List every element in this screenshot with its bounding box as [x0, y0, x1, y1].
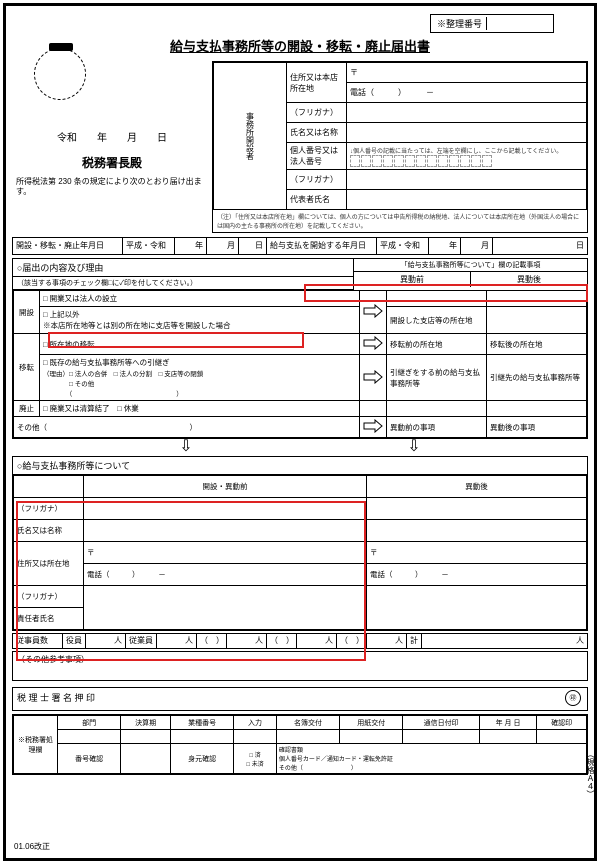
- submitter-info: 事務所開設者 住所又は本店所在地 〒 電話（ ） － （フリガナ） 氏名又は名称…: [212, 61, 588, 233]
- receipt-stamp-circle: [34, 48, 86, 100]
- chk-move-addr[interactable]: 所在地の移転: [40, 334, 360, 355]
- addr-field[interactable]: 〒: [347, 63, 587, 83]
- reasons-right-title: 「給与支払事務所等について」欄の記載事項: [354, 259, 587, 272]
- chk-other-open[interactable]: 上記以外 ※本店所在地等とは別の所在地に支店等を開設した場合: [40, 307, 360, 334]
- office-section: ○給与支払事務所等について 開設・異動前 異動後 （フリガナ） 氏名又は名称 住…: [12, 456, 588, 631]
- furigana-label-2: （フリガナ）: [287, 170, 347, 190]
- haishi-label: 廃止: [14, 401, 40, 417]
- tax-office-processing: ※税務署処理欄 部門決算期業種番号 入力名簿交付用紙交付 通信日付印年 月 日確…: [12, 714, 588, 775]
- staff-count-row: 従事員数 役員人 従業員人 （ ）人 （ ）人 （ ）人 計人: [12, 633, 588, 649]
- sonota-field[interactable]: その他（ ）: [14, 417, 360, 438]
- version-label: 01.06改正: [14, 841, 50, 852]
- furigana-label-1: （フリガナ）: [287, 103, 347, 123]
- col-after: 異動後: [367, 476, 587, 498]
- date-bar: 開設・移転・廃止年月日 平成・令和 年 月 日 給与支払を開始する年月日 平成・…: [12, 237, 588, 255]
- houjin-label: 個人番号又は法人番号: [287, 143, 347, 170]
- chk-kaigyou[interactable]: 開業又は法人の設立: [40, 291, 360, 307]
- seiri-label: ※整理番号: [437, 17, 487, 30]
- col-before: 開設・異動前: [84, 476, 367, 498]
- rep-label: 代表者氏名: [287, 190, 347, 210]
- rep-field[interactable]: [347, 190, 587, 210]
- reasons-title: ○届出の内容及び理由: [13, 259, 353, 277]
- furigana-field-1[interactable]: [347, 103, 587, 123]
- arrow-down-icon: ⇩: [179, 441, 192, 453]
- law-basis-text: 所得税法第 230 条の規定により次のとおり届け出ます。: [12, 177, 212, 198]
- tax-office-addressee: 税務署長殿: [12, 154, 212, 171]
- arrow-down-icon: ⇩: [407, 441, 420, 453]
- kaisetsu-label: 開設: [14, 291, 40, 334]
- other-ref[interactable]: （その他参考事項）: [12, 651, 588, 681]
- reasons-section: ○届出の内容及び理由 （該当する事項のチェック欄□に✓印を付してください。） 「…: [12, 258, 588, 439]
- name-label: 氏名又は名称: [287, 123, 347, 143]
- paper-size-note: （規格Ａ４）: [585, 750, 596, 798]
- submitter-group-label: 事務所開設者: [214, 63, 287, 210]
- chk-hikitsugi[interactable]: 既存の給与支払事務所等への引継ぎ （理由）□ 法人の合併 □ 法人の分割 □ 支…: [40, 355, 360, 401]
- form-title: 給与支払事務所等の開設・移転・廃止届出書: [12, 36, 588, 55]
- arrow-icon: [360, 334, 387, 355]
- zeirishi-signature[interactable]: 税 理 士 署 名 押 印 ㊞: [12, 687, 588, 711]
- seal-icon: ㊞: [565, 690, 581, 706]
- houjin-field[interactable]: ↓個人番号の記載に当たっては、左端を空欄にし、ここから記載してください。: [347, 143, 587, 170]
- arrow-icon: [360, 291, 387, 334]
- submission-date: 令和 年 月 日: [12, 129, 212, 144]
- office-title: ○給与支払事務所等について: [13, 457, 587, 475]
- arrow-icon: [360, 355, 387, 401]
- iten-label: 移転: [14, 334, 40, 401]
- tel-field[interactable]: 電話（ ） －: [347, 83, 587, 103]
- submitter-note: （注）「住所又は本店所在地」欄については、個人の方については申告所得税の納税地、…: [213, 210, 587, 232]
- addr-label: 住所又は本店所在地: [287, 63, 347, 103]
- name-field[interactable]: [347, 123, 587, 143]
- furigana-field-2[interactable]: [347, 170, 587, 190]
- serial-number-box: ※整理番号: [430, 14, 554, 33]
- chk-haigyou[interactable]: 廃業又は清算結了 □ 休業: [40, 401, 360, 417]
- reasons-subtitle: （該当する事項のチェック欄□に✓印を付してください。）: [13, 277, 353, 290]
- arrow-icon: [360, 417, 387, 438]
